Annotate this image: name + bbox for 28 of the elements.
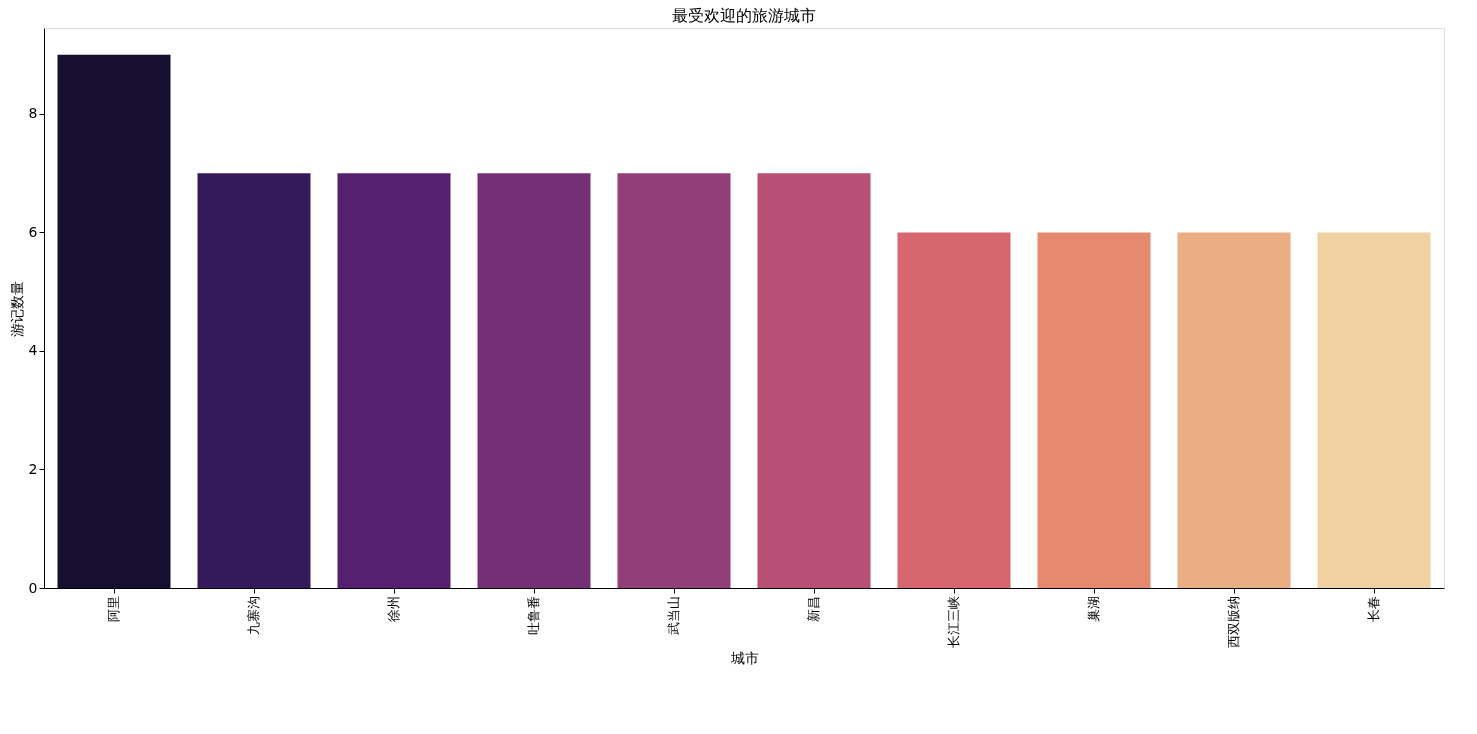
- chart-title: 最受欢迎的旅游城市: [672, 6, 816, 25]
- x-axis-title: 城市: [729, 649, 759, 666]
- y-tick-label: 8: [28, 105, 38, 122]
- x-tick-label: 九寨沟: [246, 595, 261, 635]
- y-tick-label: 4: [28, 342, 38, 359]
- y-tick-label: 2: [28, 460, 38, 477]
- bar: [897, 232, 1011, 588]
- x-tick-label: 巢湖: [1086, 595, 1101, 622]
- x-tick-label: 武当山: [666, 595, 681, 635]
- bar: [1317, 232, 1431, 588]
- x-tick-label: 长春: [1366, 595, 1381, 622]
- x-tick-label: 吐鲁番: [526, 595, 541, 635]
- bar: [477, 173, 591, 588]
- x-tick-label: 新昌: [806, 595, 821, 622]
- bar: [617, 173, 731, 588]
- bar: [1037, 232, 1151, 588]
- y-tick-label: 0: [28, 579, 38, 596]
- bar: [757, 173, 871, 588]
- y-axis-title: 游记数量: [8, 280, 25, 337]
- x-tick-label: 长江三峡: [946, 595, 961, 648]
- bar: [197, 173, 311, 588]
- bar: [1177, 232, 1291, 588]
- y-tick-label: 6: [28, 223, 38, 240]
- x-tick-label: 徐州: [386, 595, 401, 622]
- bar: [57, 54, 171, 588]
- x-tick-label: 阿里: [106, 595, 121, 622]
- bar: [337, 173, 451, 588]
- x-tick-label: 西双版纳: [1226, 595, 1241, 648]
